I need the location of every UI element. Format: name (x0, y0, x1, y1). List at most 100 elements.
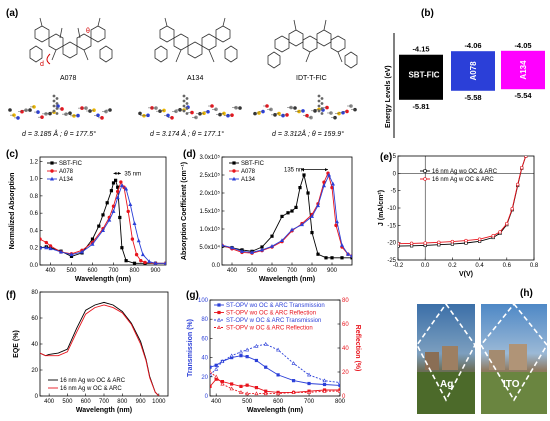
panel-c-normalized-absorption: (c) 400 500 600 700 800 900 0.0 0.2 0.4 0.6 0.8 1.0 1… (6, 149, 167, 283)
side-chain-atom (317, 99, 321, 103)
idt-geometry-text: d = 3.312Å ; θ = 159.9° (272, 129, 344, 138)
panel-b-energy-levels: (b) Energy Levels (eV) -4.15 -5.81 SBT-FIC… (385, 8, 545, 138)
x-axis-title: Wavelength (nm) (75, 276, 131, 283)
shift-arrowhead-right (117, 171, 121, 175)
data-point (119, 183, 124, 188)
x-tick-label: 800 (129, 268, 140, 274)
data-point (337, 388, 340, 393)
data-point (210, 372, 213, 377)
data-point (245, 347, 250, 352)
plot-area (398, 156, 528, 248)
data-point (128, 202, 133, 207)
y-tick-label: 0.2 (30, 246, 39, 252)
y-tick-label: -15 (387, 223, 396, 229)
data-point (307, 390, 312, 394)
panel-b-label: (b) (421, 8, 434, 19)
series-line-a134 (222, 173, 352, 257)
data-point (118, 215, 122, 220)
y-tick-label: 3.0x10⁵ (199, 154, 220, 161)
y-tick-label: 1.5x10⁵ (199, 208, 220, 215)
y-tick-label: 20 (31, 368, 38, 374)
photo-ito-label: ITO (503, 379, 520, 390)
data-point (239, 354, 243, 358)
y-tick-label: 0.0 (30, 263, 39, 269)
data-point (316, 252, 320, 256)
x-tick-label: 800 (307, 268, 318, 274)
data-point (270, 234, 274, 238)
legend-marker (232, 169, 236, 173)
data-point (90, 237, 95, 241)
data-point (220, 381, 225, 386)
data-point (254, 358, 259, 363)
data-point (119, 180, 123, 184)
data-point (115, 189, 120, 194)
legend-entry: A134 (241, 177, 256, 183)
x-tick-label: 800 (335, 399, 346, 405)
panel-h-photos: (h) Ag ITO (416, 288, 548, 414)
data-point (464, 238, 468, 243)
panel-d-label: (d) (183, 149, 196, 160)
data-point (239, 384, 243, 389)
data-point (349, 253, 352, 258)
atom-ball (138, 111, 142, 116)
x-tick-label: -0.2 (393, 263, 404, 269)
side-chain-atom (182, 104, 186, 108)
data-point (291, 379, 296, 383)
legend-entry: ST-OPV wo OC & ARC Transmission (226, 303, 325, 309)
data-point (276, 391, 281, 396)
data-point (264, 365, 268, 369)
data-point (143, 260, 147, 265)
data-point (229, 245, 235, 250)
y-tick-label: 0 (393, 171, 397, 177)
plot-frame (39, 156, 167, 266)
side-chain-atom (320, 97, 324, 100)
data-point (280, 214, 284, 219)
energy-bar-a078 (451, 51, 495, 91)
y2-tick-label: 20 (342, 370, 349, 376)
plot-area (210, 341, 340, 396)
legend-marker (49, 176, 55, 181)
x-tick-label: 600 (87, 268, 98, 274)
data-point (111, 181, 116, 185)
panel-d-absorption-coefficient: (d) 400 500 600 700 800 900 0.0 5.0x10⁴ 1.0x10⁵ 1.… (181, 149, 353, 283)
data-point (214, 366, 219, 371)
side-chain-atom (55, 102, 59, 105)
data-point (286, 211, 290, 215)
series-line-a078 (222, 171, 352, 257)
series-line-st-opv-wo-oc-arc-transmission (210, 355, 340, 386)
panel-g-transmission-reflection: (g)400 500 600 700 800020406080100020406080W… (186, 290, 361, 414)
y-tick-label: 60 (201, 336, 208, 342)
molecule-idt-drawing (267, 19, 358, 69)
a078-geometry-text: d = 3.185 Å ; θ = 177.5° (22, 129, 96, 138)
data-point (322, 382, 327, 387)
y-axis-title: Transmission (%) (187, 319, 194, 377)
data-point (90, 242, 95, 246)
energy-bars: -4.15 -5.81 SBT-FIC -4.06 -5.58 A078 -4.05 -5.5… (399, 41, 545, 111)
side-chain-atom (185, 107, 189, 110)
data-point (229, 386, 234, 391)
shift-label: 135 nm (284, 168, 304, 174)
series-line-16-nm-ag-w-oc-arc (40, 304, 160, 396)
data-point (214, 374, 219, 379)
side-chain-atom (52, 104, 56, 108)
data-point (324, 256, 328, 260)
data-point (48, 246, 53, 251)
legend-entry: ST-OPV w OC & ARC Reflection (226, 326, 313, 332)
series-line-st-opv-w-oc-arc-transmission (210, 343, 340, 384)
y-tick-label: -20 (387, 241, 396, 247)
y2-tick-label: 80 (342, 298, 349, 304)
data-point (220, 359, 225, 363)
data-point (254, 343, 259, 348)
x-tick-label: 400 (44, 399, 55, 405)
panel-e-jv-curve: (e) -0.2 0.0 0.2 0.4 0.6 0.8 -25 -20 -15 -10 -5 0 5 V(… (378, 152, 539, 278)
data-point (114, 178, 118, 182)
x-tick-label: 600 (81, 399, 92, 405)
plot-area (40, 301, 160, 396)
lumo-value: -4.05 (514, 41, 531, 50)
x-tick-label: 400 (45, 268, 56, 274)
data-point (245, 383, 249, 387)
x-tick-label: 900 (136, 399, 147, 405)
y-tick-label: -5 (391, 189, 397, 195)
y-tick-label: 40 (31, 342, 38, 348)
side-chain-atom (55, 107, 59, 110)
